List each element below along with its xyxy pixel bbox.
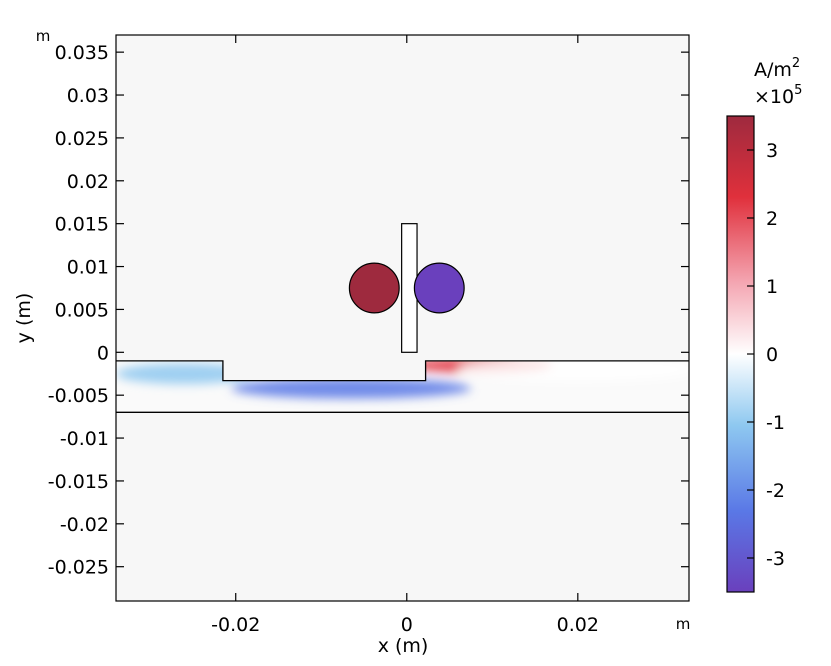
colorbar-tick-label: -2 [766,480,785,502]
x-axis: -0.02 0 0.02 [211,35,599,636]
colorbar-scale: ×105 [754,83,802,108]
field-region-positive-tail [458,360,689,382]
colorbar-unit-exp: 2 [792,56,800,71]
y-tick-label: -0.01 [60,428,109,450]
right-coil [413,262,465,314]
x-tick-label: 0.02 [557,614,599,636]
y-tick-label: 0.035 [55,42,109,64]
colorbar-tick-label: 0 [766,344,778,366]
y-axis-label: y (m) [13,293,35,344]
y-tick-label: 0.005 [55,299,109,321]
y-axis: 0.035 0.03 0.025 0.02 0.015 0.01 0.005 0 -0.005 -… [48,42,689,579]
colorbar-tick-label: 1 [766,276,778,298]
left-coil [348,262,400,314]
y-tick-label: 0.02 [67,171,109,193]
colorbar-scale-base: ×10 [754,86,794,108]
y-tick-label: -0.005 [48,385,109,407]
x-tick-label: 0 [401,614,413,636]
x-tick-label: -0.02 [211,614,260,636]
colorbar-tick-label: 3 [766,140,778,162]
colorbar-unit: A/m2 [754,56,800,81]
y-tick-label: 0 [97,342,109,364]
y-tick-label: 0.03 [67,85,109,107]
plate [116,360,689,413]
plate-outline [116,360,689,413]
colorbar-tick-label: 2 [766,208,778,230]
field-region-negative-edge [116,363,253,385]
axes-frame [115,34,690,602]
y-tick-label: -0.015 [48,471,109,493]
x-unit-label: m [676,615,691,633]
colorbar-scale-exp: 5 [794,83,802,98]
field-region-negative-eddy [231,378,471,399]
y-tick-label: 0.01 [67,257,109,279]
colorbar-tick-label: -1 [766,412,785,434]
y-tick-label: 0.015 [55,214,109,236]
y-tick-label: 0.025 [55,128,109,150]
y-tick-label: -0.02 [60,514,109,536]
x-axis-label: x (m) [378,635,429,657]
colorbar-ticks: 3 2 1 0 -1 -2 -3 [747,140,785,570]
y-unit-label: m [36,27,51,45]
y-tick-label: -0.025 [48,557,109,579]
colorbar-tick-label: -3 [766,548,785,570]
colorbar-unit-base: A/m [754,59,792,81]
